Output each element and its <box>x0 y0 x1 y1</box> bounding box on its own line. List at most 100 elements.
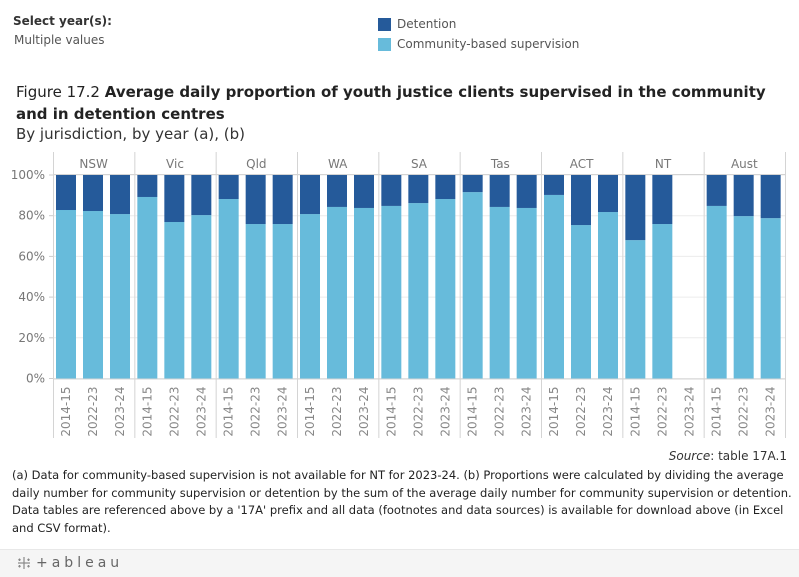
legend-label: Detention <box>397 17 457 31</box>
bar-community-act-2023-24 <box>598 212 618 379</box>
bar-detention-nt-2014-15 <box>625 175 646 241</box>
bar-detention-nsw-2023-24 <box>110 175 130 215</box>
bar-community-wa-2023-24 <box>354 207 374 379</box>
x-tick-label: 2014-15 <box>384 387 398 437</box>
x-tick-label: 2023-24 <box>438 387 452 437</box>
x-tick-label: 2014-15 <box>466 386 480 436</box>
x-tick-label: 2022-23 <box>574 387 588 437</box>
x-tick-label: 2023-24 <box>601 387 615 437</box>
bar-community-vic-2022-23 <box>164 222 185 379</box>
y-tick-label: 80% <box>18 209 45 223</box>
legend: Detention Community-based supervision <box>378 14 579 54</box>
panel-header-aust: Aust <box>731 157 758 171</box>
bar-detention-nsw-2014-15 <box>56 175 76 211</box>
y-tick-label: 40% <box>18 290 45 304</box>
bar-detention-nsw-2022-23 <box>83 175 103 212</box>
x-tick-label: 2014-15 <box>222 387 236 437</box>
x-tick-label: 2022-23 <box>167 387 181 437</box>
bar-community-aust-2023-24 <box>760 218 781 379</box>
panel-header-nsw: NSW <box>79 157 108 171</box>
y-tick-label: 60% <box>18 249 45 263</box>
legend-item-community[interactable]: Community-based supervision <box>378 34 579 54</box>
x-tick-label: 2023-24 <box>113 387 127 437</box>
bar-detention-act-2014-15 <box>544 175 564 195</box>
bar-detention-qld-2014-15 <box>218 175 239 200</box>
x-tick-label: 2014-15 <box>710 387 724 437</box>
tableau-logo-link[interactable]: +ableau <box>16 555 123 571</box>
bar-community-sa-2014-15 <box>381 205 402 379</box>
panel-header-sa: SA <box>411 157 428 171</box>
bar-detention-tas-2023-24 <box>516 175 537 208</box>
x-tick-label: 2014-15 <box>140 387 154 437</box>
x-tick-label: 2022-23 <box>737 387 751 437</box>
bar-detention-nt-2022-23 <box>652 175 673 225</box>
year-filter-label: Select year(s): <box>13 14 112 28</box>
year-filter-dropdown[interactable]: Multiple values <box>14 33 105 47</box>
bar-community-tas-2014-15 <box>462 192 483 379</box>
bar-detention-vic-2023-24 <box>191 175 212 216</box>
x-tick-label: 2022-23 <box>655 387 669 437</box>
x-tick-label: 2014-15 <box>628 387 642 437</box>
panel-header-act: ACT <box>570 157 594 171</box>
panel-header-wa: WA <box>328 157 348 171</box>
x-tick-label: 2022-23 <box>330 387 344 437</box>
bar-detention-sa-2022-23 <box>408 175 429 204</box>
bar-community-nsw-2022-23 <box>83 211 103 379</box>
bar-detention-wa-2022-23 <box>327 175 347 207</box>
bar-community-act-2022-23 <box>571 225 591 379</box>
x-tick-label: 2014-15 <box>59 387 73 437</box>
bar-community-tas-2023-24 <box>516 207 537 379</box>
tableau-logo-icon <box>18 557 30 569</box>
bar-community-qld-2023-24 <box>272 224 293 379</box>
x-tick-label: 2023-24 <box>520 387 534 437</box>
tableau-logo-text: +ableau <box>36 555 124 571</box>
bar-detention-sa-2014-15 <box>381 175 402 206</box>
bar-detention-vic-2014-15 <box>137 175 158 197</box>
source-text: : table 17A.1 <box>710 449 787 463</box>
bar-community-sa-2022-23 <box>408 203 429 379</box>
y-tick-label: 0% <box>26 372 45 386</box>
bar-community-vic-2014-15 <box>137 196 158 379</box>
bar-community-tas-2022-23 <box>489 206 510 379</box>
bar-community-vic-2023-24 <box>191 215 212 379</box>
panel-header-vic: Vic <box>166 157 184 171</box>
bar-community-aust-2022-23 <box>733 216 754 379</box>
chart-title: Figure 17.2 Average daily proportion of … <box>16 81 786 125</box>
bar-community-nsw-2014-15 <box>56 210 76 379</box>
x-tick-label: 2023-24 <box>682 387 696 437</box>
bar-detention-sa-2023-24 <box>435 175 456 200</box>
source-label: Source <box>668 449 711 463</box>
tableau-footer: +ableau <box>0 549 799 577</box>
chart-subtitle: By jurisdiction, by year (a), (b) <box>16 125 246 143</box>
bar-detention-qld-2023-24 <box>272 175 293 225</box>
source-note: Source: table 17A.1 <box>669 449 787 463</box>
legend-label: Community-based supervision <box>397 37 580 51</box>
bar-detention-wa-2023-24 <box>354 175 374 208</box>
y-tick-label: 20% <box>18 331 45 345</box>
bar-community-nt-2014-15 <box>625 240 646 379</box>
bar-detention-wa-2014-15 <box>300 175 320 215</box>
bar-detention-tas-2014-15 <box>462 175 483 193</box>
bar-community-nsw-2023-24 <box>110 214 130 379</box>
panel-header-nt: NT <box>655 157 672 171</box>
panel-header-tas: Tas <box>490 157 510 171</box>
x-tick-label: 2014-15 <box>547 387 561 437</box>
x-tick-label: 2014-15 <box>303 387 317 437</box>
x-tick-label: 2022-23 <box>411 387 425 437</box>
x-tick-label: 2023-24 <box>357 387 371 437</box>
bar-community-wa-2014-15 <box>300 214 320 379</box>
legend-item-detention[interactable]: Detention <box>378 14 579 34</box>
legend-swatch-detention <box>378 17 391 31</box>
bar-community-wa-2022-23 <box>327 206 347 379</box>
bar-detention-qld-2022-23 <box>245 175 266 225</box>
bar-detention-aust-2014-15 <box>706 175 727 206</box>
legend-swatch-community <box>378 37 391 51</box>
bar-community-sa-2023-24 <box>435 199 456 379</box>
bar-community-aust-2014-15 <box>706 205 727 379</box>
panel-header-qld: Qld <box>246 157 266 171</box>
figure-number: Figure 17.2 <box>16 83 100 101</box>
bar-detention-vic-2022-23 <box>164 175 185 223</box>
bar-detention-act-2023-24 <box>598 175 618 213</box>
x-tick-label: 2023-24 <box>764 387 778 437</box>
bar-community-nt-2022-23 <box>652 224 673 379</box>
